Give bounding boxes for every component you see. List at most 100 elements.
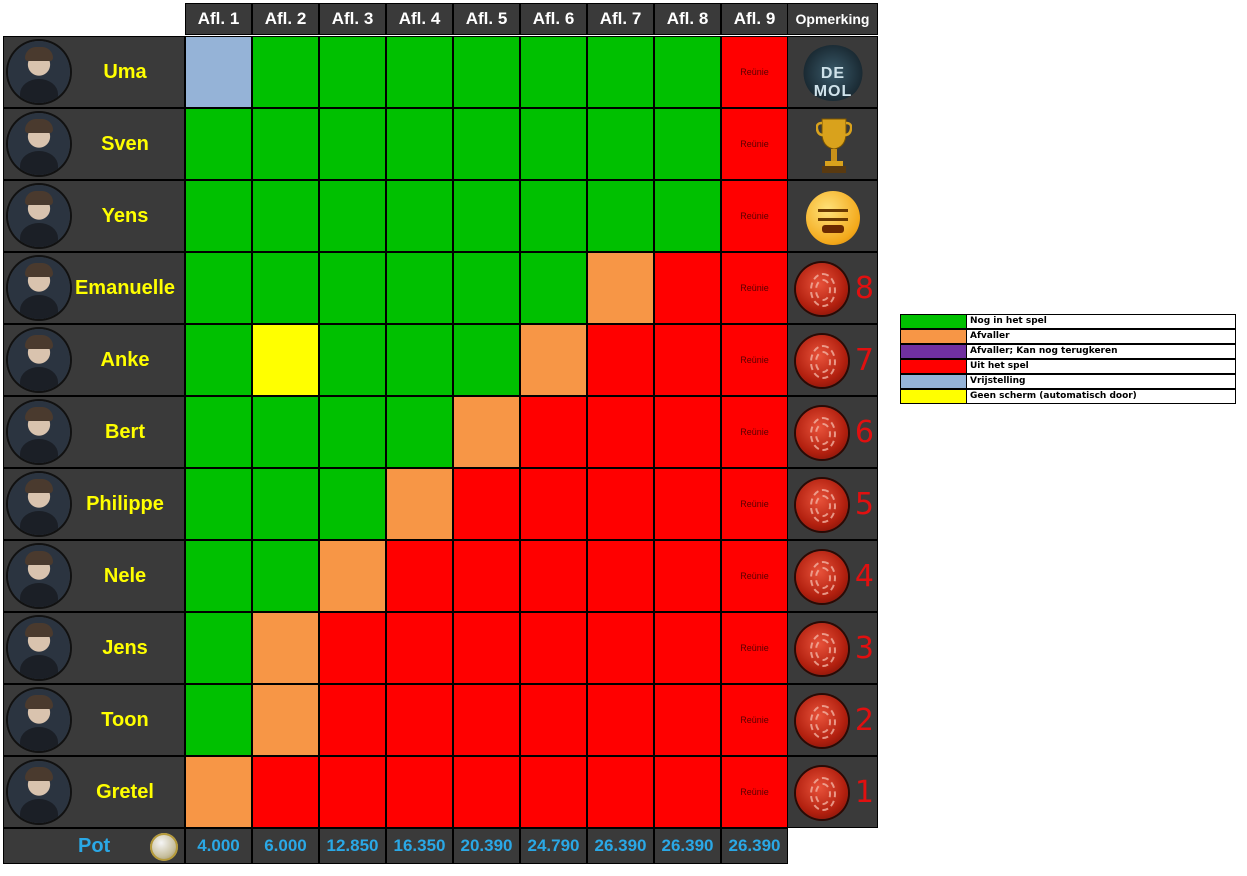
status-cell — [386, 612, 453, 684]
status-cell — [185, 756, 252, 828]
status-cell — [252, 252, 319, 324]
remark-cell: 4 — [787, 540, 878, 612]
status-cell — [453, 252, 520, 324]
player-name-cell: Bert — [3, 396, 185, 468]
player-name-cell: Jens — [3, 612, 185, 684]
status-cell: Reünie — [721, 108, 788, 180]
reunie-label: Reünie — [740, 499, 769, 509]
player-name-cell: Uma — [3, 36, 185, 108]
status-cell — [654, 540, 721, 612]
legend-swatch — [900, 314, 967, 329]
player-name: Toon — [101, 708, 149, 731]
status-cell — [386, 468, 453, 540]
status-cell — [520, 108, 587, 180]
fingerprint-icon — [796, 335, 848, 387]
player-name-cell: Anke — [3, 324, 185, 396]
fingerprint-icon — [796, 263, 848, 315]
reunie-label: Reünie — [740, 139, 769, 149]
avatar — [8, 329, 70, 391]
elimination-rank: 3 — [854, 630, 874, 666]
status-cell — [386, 324, 453, 396]
status-cell — [520, 540, 587, 612]
status-cell — [252, 324, 319, 396]
status-cell — [386, 684, 453, 756]
player-name: Uma — [103, 60, 147, 83]
reunie-label: Reünie — [740, 715, 769, 725]
avatar — [8, 473, 70, 535]
status-cell — [252, 396, 319, 468]
player-name: Sven — [101, 132, 149, 155]
reunie-label: Reünie — [740, 427, 769, 437]
status-cell: Reünie — [721, 756, 788, 828]
player-name-cell: Gretel — [3, 756, 185, 828]
status-cell — [319, 468, 386, 540]
pot-value: 16.350 — [386, 828, 453, 864]
status-cell — [386, 108, 453, 180]
status-cell — [386, 396, 453, 468]
legend-swatch — [900, 389, 967, 404]
status-cell — [654, 36, 721, 108]
remark-header: Opmerking — [787, 3, 878, 35]
legend-item: Afvaller; Kan nog terugkeren — [900, 344, 1236, 359]
status-cell — [185, 108, 252, 180]
status-cell — [520, 36, 587, 108]
remark-cell: 3 — [787, 612, 878, 684]
elimination-rank: 5 — [854, 486, 874, 522]
pot-value: 24.790 — [520, 828, 587, 864]
status-cell — [319, 252, 386, 324]
status-cell — [654, 180, 721, 252]
legend-swatch — [900, 374, 967, 389]
status-cell — [319, 36, 386, 108]
status-cell — [319, 612, 386, 684]
avatar — [8, 761, 70, 823]
reunie-label: Reünie — [740, 643, 769, 653]
status-cell — [587, 612, 654, 684]
status-cell — [520, 396, 587, 468]
player-name-cell: Yens — [3, 180, 185, 252]
status-cell — [587, 468, 654, 540]
elimination-rank: 6 — [854, 414, 874, 450]
player-name-cell: Sven — [3, 108, 185, 180]
status-cell — [386, 756, 453, 828]
episode-header: Afl. 7 — [587, 3, 654, 35]
remark-cell — [787, 180, 878, 252]
player-name: Bert — [104, 420, 145, 443]
player-name-cell: Philippe — [3, 468, 185, 540]
status-cell — [654, 684, 721, 756]
legend-label: Afvaller; Kan nog terugkeren — [967, 344, 1236, 359]
status-cell — [319, 684, 386, 756]
status-cell — [587, 756, 654, 828]
status-cell — [520, 252, 587, 324]
status-cell — [654, 396, 721, 468]
fingerprint-icon — [796, 407, 848, 459]
elimination-rank: 7 — [854, 342, 874, 378]
avatar — [8, 689, 70, 751]
avatar — [8, 617, 70, 679]
player-name-cell: Toon — [3, 684, 185, 756]
status-cell: Reünie — [721, 540, 788, 612]
status-cell — [252, 108, 319, 180]
pot-value: 6.000 — [252, 828, 319, 864]
pot-value: 4.000 — [185, 828, 252, 864]
player-name: Emanuelle — [74, 276, 176, 299]
reunie-label: Reünie — [740, 571, 769, 581]
legend-item: Nog in het spel — [900, 314, 1236, 329]
status-cell: Reünie — [721, 180, 788, 252]
legend-item: Geen scherm (automatisch door) — [900, 389, 1236, 404]
status-cell — [319, 396, 386, 468]
status-cell — [252, 684, 319, 756]
status-cell — [654, 756, 721, 828]
status-cell: Reünie — [721, 612, 788, 684]
avatar — [8, 545, 70, 607]
status-cell — [252, 180, 319, 252]
status-cell — [185, 252, 252, 324]
status-cell: Reünie — [721, 252, 788, 324]
pot-value: 26.390 — [654, 828, 721, 864]
player-name: Gretel — [96, 780, 154, 803]
avatar — [8, 185, 70, 247]
status-cell — [252, 756, 319, 828]
reunie-label: Reünie — [740, 67, 769, 77]
episode-header: Afl. 3 — [319, 3, 386, 35]
status-cell: Reünie — [721, 324, 788, 396]
status-cell — [386, 36, 453, 108]
